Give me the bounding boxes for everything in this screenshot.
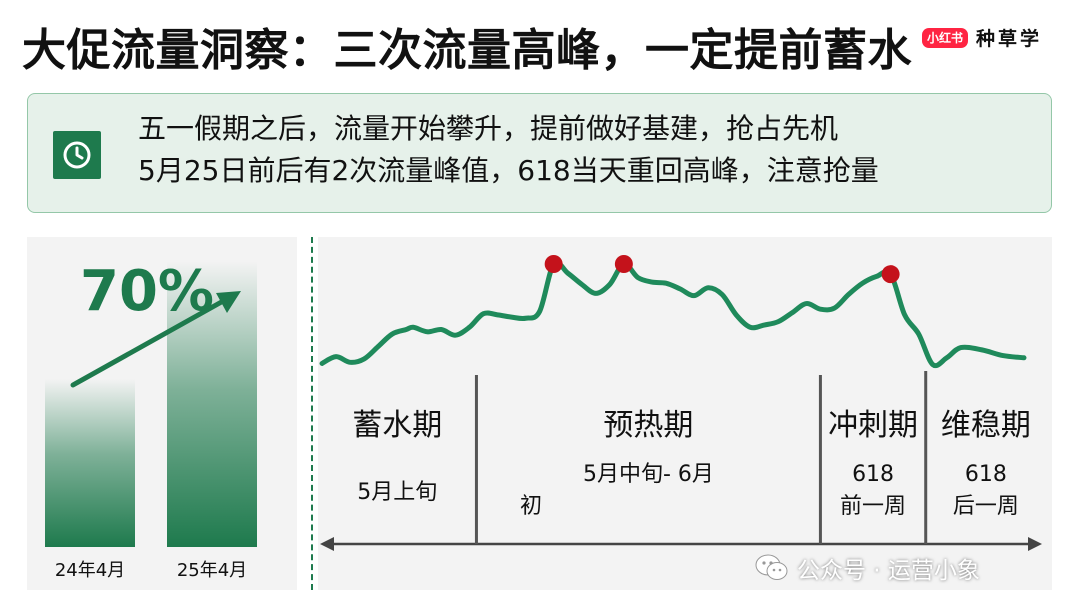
watermark: 公众号 · 运营小象 — [755, 551, 980, 585]
phase-name-4: 维稳期 — [941, 408, 1031, 443]
phase-time-3-2: 前一周 — [840, 494, 906, 519]
clock-icon — [53, 131, 101, 179]
brand-logo: 小红书 — [922, 27, 969, 48]
watermark-text: 公众号 · 运营小象 — [797, 558, 980, 584]
phase-name-3: 冲刺期 — [828, 408, 918, 443]
traffic-panel: 蓄水期 5月上旬 预热期 5月中旬- 6月初 冲刺期 618 前一周 维稳期 618 后一周 — [318, 237, 1052, 590]
phase-time-4-1: 618 — [965, 462, 1007, 487]
peak-marker-3 — [881, 265, 900, 284]
info-line-2: 5月25日前后有2次流量峰值，618当天重回高峰，注意抢量 — [138, 154, 879, 187]
phase-name-1: 蓄水期 — [352, 408, 442, 443]
phase-time-3-1: 618 — [852, 462, 894, 487]
phase-time-2-1: 5月中旬- 6月 — [583, 462, 714, 487]
timeline-axis — [320, 537, 1042, 551]
growth-panel: 24年4月 25年4月 70% — [27, 237, 297, 590]
bar-1 — [45, 379, 135, 547]
traffic-line-chart: 蓄水期 5月上旬 预热期 5月中旬- 6月初 冲刺期 618 前一周 维稳期 618 后一周 — [319, 255, 1042, 551]
growth-bar-chart: 24年4月 25年4月 70% — [45, 259, 257, 581]
phase-time-1-1: 5月上旬 — [357, 480, 437, 505]
bar-label-1: 24年4月 — [55, 560, 125, 581]
phase-time-2-2: 初 — [520, 494, 542, 519]
info-lines: 五一假期之后，流量开始攀升，提前做好基建，抢占先机 5月25日前后有2次流量峰值… — [138, 108, 879, 192]
growth-label: 70% — [80, 259, 214, 324]
info-line-1: 五一假期之后，流量开始攀升，提前做好基建，抢占先机 — [138, 112, 839, 145]
page-title: 大促流量洞察：三次流量高峰，一定提前蓄水 — [22, 25, 912, 76]
traffic-line — [319, 259, 1027, 369]
bar-label-2: 25年4月 — [177, 560, 247, 581]
brand-name: 种草学 — [976, 28, 1043, 50]
growth-arrow — [70, 291, 241, 388]
peak-marker-2 — [614, 255, 633, 273]
phase-time-4-2: 后一周 — [953, 494, 1019, 519]
wechat-icon — [755, 554, 788, 580]
peak-marker-1 — [544, 255, 563, 273]
panel-divider — [311, 237, 313, 590]
info-box: 五一假期之后，流量开始攀升，提前做好基建，抢占先机 5月25日前后有2次流量峰值… — [27, 93, 1052, 213]
brand: 小红书 种草学 — [922, 24, 1042, 51]
phase-name-2: 预热期 — [603, 408, 693, 443]
